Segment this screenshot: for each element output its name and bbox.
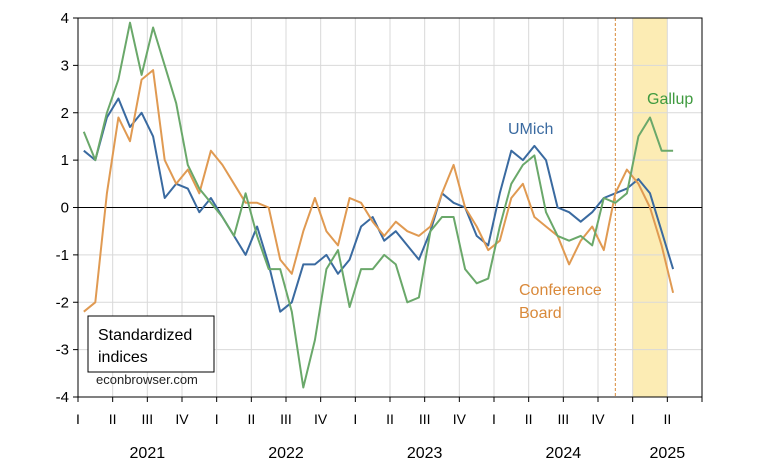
x-tick-label-quarter: III xyxy=(141,411,153,427)
x-tick-label-quarter: IV xyxy=(175,411,189,427)
legend-box-line2: indices xyxy=(98,349,148,366)
x-year-label: 2025 xyxy=(650,445,686,462)
x-tick-label-quarter: IV xyxy=(591,411,605,427)
x-tick-label-quarter: II xyxy=(386,411,394,427)
x-tick-label-quarter: III xyxy=(419,411,431,427)
series-line-gallup xyxy=(82,21,674,389)
series-line-conference-board xyxy=(83,69,675,313)
y-axis: 4 3 2 1 0 -1 -2 -3 -4 xyxy=(56,10,78,406)
y-tick-label: -4 xyxy=(56,389,69,406)
y-tick-label: 4 xyxy=(61,10,69,27)
x-tick-label-quarter: II xyxy=(109,411,117,427)
watermark: econbrowser.com xyxy=(96,372,198,387)
x-year-label: 2023 xyxy=(407,445,443,462)
x-tick-label-quarter: I xyxy=(76,411,80,427)
x-tick-label-quarter: II xyxy=(663,411,671,427)
y-tick-label: -3 xyxy=(56,342,69,359)
y-tick-label: 1 xyxy=(61,152,69,169)
x-tick-label-quarter: III xyxy=(280,411,292,427)
y-tick-label: 2 xyxy=(61,105,69,122)
legend-box-line1: Standardized xyxy=(98,327,192,344)
x-tick-label-quarter: I xyxy=(631,411,635,427)
x-tick-label-quarter: IV xyxy=(314,411,328,427)
x-tick-label-quarter: II xyxy=(247,411,255,427)
x-tick-label-quarter: I xyxy=(215,411,219,427)
x-year-label: 2022 xyxy=(268,445,304,462)
series-label-conference-line1: Conference xyxy=(519,282,602,299)
x-tick-label-quarter: I xyxy=(353,411,357,427)
y-tick-label: -1 xyxy=(56,247,69,264)
x-tick-label-quarter: III xyxy=(557,411,569,427)
y-tick-label: -2 xyxy=(56,294,69,311)
y-tick-label: 0 xyxy=(61,200,69,217)
y-tick-label: 3 xyxy=(61,57,69,74)
x-year-label: 2024 xyxy=(546,445,582,462)
series-lines xyxy=(82,21,675,389)
x-year-label: 2021 xyxy=(130,445,166,462)
x-tick-label-quarter: II xyxy=(525,411,533,427)
series-label-gallup: Gallup xyxy=(647,91,693,108)
legend-box xyxy=(87,315,215,373)
x-tick-label-quarter: I xyxy=(492,411,496,427)
x-tick-label-quarter: IV xyxy=(453,411,467,427)
series-label-conference-line2: Board xyxy=(519,305,562,322)
series-label-umich: UMich xyxy=(508,121,553,138)
